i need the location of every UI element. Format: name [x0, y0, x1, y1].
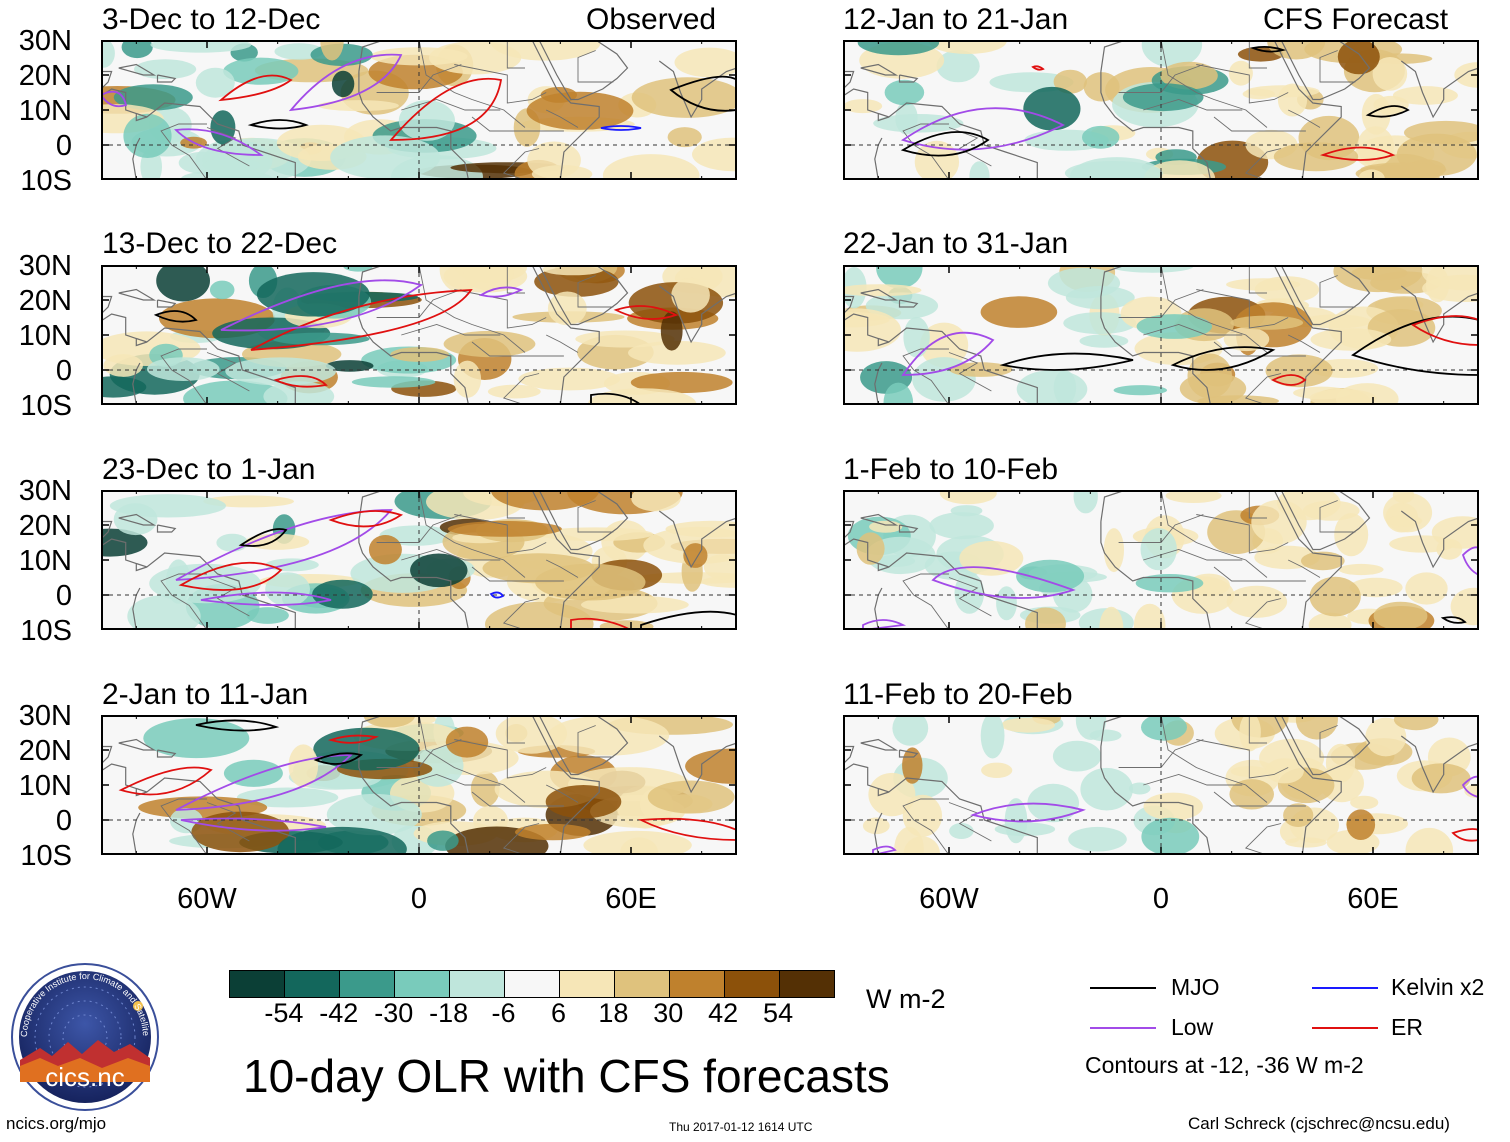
- map-obs-4: [101, 715, 737, 855]
- lat-label: 30N: [18, 250, 72, 282]
- colorbar-tick: 30: [653, 998, 684, 1028]
- map-fc-1: [843, 40, 1479, 180]
- lat-label: 30N: [18, 25, 72, 57]
- lat-label: 30N: [18, 475, 72, 507]
- lon-label-60e: 60E: [605, 883, 657, 915]
- footer-timestamp: Thu 2017-01-12 1614 UTC: [669, 1120, 813, 1134]
- colorbar-tick: -42: [319, 998, 359, 1028]
- lat-label: 10S: [20, 840, 72, 872]
- panel-title-fc-1: 12-Jan to 21-Jan: [843, 3, 1069, 36]
- lat-label: 20N: [18, 285, 72, 317]
- lat-label: 0: [55, 130, 72, 162]
- lat-label: 20N: [18, 735, 72, 767]
- logo-text: cics.nc: [45, 1062, 124, 1092]
- panel-title-fc-3: 1-Feb to 10-Feb: [843, 453, 1059, 486]
- map-fc-3: [843, 490, 1479, 630]
- colorbar-swatch: [780, 971, 834, 997]
- lat-label: 10N: [18, 770, 72, 802]
- map-obs-3: [101, 490, 737, 630]
- lat-label: 10N: [18, 320, 72, 352]
- panel-title-obs-4: 2-Jan to 11-Jan: [102, 678, 309, 711]
- cics-logo: Cooperative Institute for Climate and Sa…: [8, 954, 160, 1112]
- legend-kelvin-label: Kelvin x2: [1391, 974, 1485, 1000]
- colorbar-swatch: [230, 971, 285, 997]
- lat-label: 30N: [18, 700, 72, 732]
- legend-kelvin-line: [1312, 987, 1378, 989]
- lat-label: 0: [55, 580, 72, 612]
- lat-label: 20N: [18, 60, 72, 92]
- colorbar-tick: 6: [550, 998, 566, 1028]
- colorbar-tick: 54: [763, 998, 794, 1028]
- lat-label: 0: [55, 805, 72, 837]
- footer-author: Carl Schreck (cjschrec@ncsu.edu): [1188, 1114, 1450, 1133]
- legend-er-label: ER: [1391, 1014, 1423, 1040]
- colorbar-swatch: [505, 971, 560, 997]
- lat-label: 10S: [20, 390, 72, 422]
- main-title: 10-day OLR with CFS forecasts: [243, 1050, 890, 1102]
- map-fc-4: [843, 715, 1479, 855]
- map-obs-1: [101, 40, 737, 180]
- colorbar-swatch: [340, 971, 395, 997]
- colorbar-tick: 18: [598, 998, 629, 1028]
- legend-note: Contours at -12, -36 W m-2: [1085, 1052, 1364, 1078]
- colorbar-units: W m-2: [866, 984, 946, 1014]
- lat-label: 10N: [18, 95, 72, 127]
- colorbar-swatch: [615, 971, 670, 997]
- panel-title-fc-4: 11-Feb to 20-Feb: [843, 678, 1073, 711]
- footer-url[interactable]: ncics.org/mjo: [6, 1114, 107, 1133]
- panel-title-obs-3: 23-Dec to 1-Jan: [102, 453, 316, 486]
- colorbar-tick: 42: [708, 998, 739, 1028]
- colorbar-tick: -30: [374, 998, 414, 1028]
- panel-title-obs-2: 13-Dec to 22-Dec: [102, 227, 338, 260]
- colorbar-tick: -6: [491, 998, 516, 1028]
- lon-label-60e-fc: 60E: [1347, 883, 1399, 915]
- map-fc-2: [843, 265, 1479, 405]
- colorbar-tick: -54: [264, 998, 304, 1028]
- panel-title-obs-1: 3-Dec to 12-Dec: [102, 3, 321, 36]
- lat-label: 10S: [20, 615, 72, 647]
- map-obs-2: [101, 265, 737, 405]
- colorbar-swatch: [450, 971, 505, 997]
- lat-label: 10N: [18, 545, 72, 577]
- colorbar: [229, 970, 835, 998]
- observed-tag: Observed: [586, 3, 717, 36]
- legend-low-label: Low: [1171, 1014, 1214, 1040]
- colorbar-swatch: [560, 971, 615, 997]
- lon-label-0-fc: 0: [1152, 883, 1170, 915]
- lon-label-60w-fc: 60W: [919, 883, 979, 915]
- forecast-tag: CFS Forecast: [1263, 3, 1449, 36]
- colorbar-swatch: [670, 971, 725, 997]
- colorbar-swatch: [725, 971, 780, 997]
- legend-mjo-label: MJO: [1171, 974, 1220, 1000]
- colorbar-swatch: [395, 971, 450, 997]
- legend-er-line: [1312, 1027, 1378, 1029]
- colorbar-swatch: [285, 971, 340, 997]
- panel-title-fc-2: 22-Jan to 31-Jan: [843, 227, 1069, 260]
- lat-label: 0: [55, 355, 72, 387]
- lat-label: 10S: [20, 165, 72, 197]
- colorbar-tick: -18: [429, 998, 469, 1028]
- lat-label: 20N: [18, 510, 72, 542]
- legend-mjo-line: [1090, 987, 1156, 989]
- lon-label-60w: 60W: [177, 883, 237, 915]
- legend-low-line: [1090, 1027, 1156, 1029]
- lon-label-0: 0: [410, 883, 428, 915]
